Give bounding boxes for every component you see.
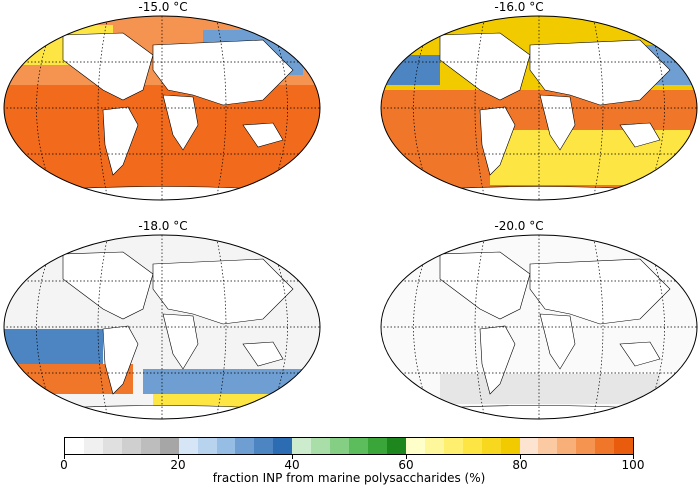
colorbar-swatch: [405, 438, 425, 454]
map-panel-4: [380, 234, 698, 420]
colorbar-swatch: [519, 438, 539, 454]
colorbar-swatch: [576, 438, 596, 454]
colorbar-swatch: [311, 438, 331, 454]
colorbar-tick-80: [520, 455, 521, 459]
colorbar-swatch: [538, 438, 558, 454]
colorbar: [64, 437, 634, 455]
colorbar-tick-label-100: 100: [621, 458, 645, 472]
colorbar-swatch: [330, 438, 350, 454]
colorbar-tick-20: [178, 455, 179, 459]
colorbar-swatch: [595, 438, 615, 454]
colorbar-swatch: [557, 438, 577, 454]
map-panel-3: [3, 234, 321, 420]
colorbar-tick-label-0: 0: [60, 458, 68, 472]
colorbar-swatch: [349, 438, 368, 454]
colorbar-swatch: [178, 438, 198, 454]
colorbar-swatch: [614, 438, 634, 454]
colorbar-swatch: [273, 438, 293, 454]
colorbar-swatch: [386, 438, 406, 454]
panel-title-2: -16.0 °C: [494, 0, 544, 14]
colorbar-swatch: [235, 438, 255, 454]
colorbar-swatch: [65, 438, 84, 454]
colorbar-swatch: [121, 438, 141, 454]
colorbar-swatch: [424, 438, 444, 454]
colorbar-swatch: [140, 438, 160, 454]
colorbar-tick-60: [406, 455, 407, 459]
colorbar-tick-40: [292, 455, 293, 459]
colorbar-swatch: [83, 438, 103, 454]
colorbar-swatch: [500, 438, 520, 454]
panel-title-1: -15.0 °C: [138, 0, 188, 14]
map-panel-1: [3, 15, 321, 201]
colorbar-swatch: [462, 438, 482, 454]
colorbar-tick-100: [633, 455, 634, 459]
colorbar-swatch: [368, 438, 387, 454]
colorbar-tick-label-80: 80: [512, 458, 528, 472]
colorbar-swatch: [443, 438, 463, 454]
colorbar-swatch: [197, 438, 217, 454]
colorbar-swatch: [254, 438, 274, 454]
colorbar-tick-label-20: 20: [170, 458, 186, 472]
colorbar-swatch: [216, 438, 236, 454]
colorbar-tick-label-40: 40: [284, 458, 300, 472]
colorbar-swatch: [292, 438, 312, 454]
panel-title-4: -20.0 °C: [494, 219, 544, 233]
colorbar-swatch: [159, 438, 179, 454]
panel-title-3: -18.0 °C: [138, 219, 188, 233]
colorbar-tick-0: [64, 455, 65, 459]
colorbar-label: fraction INP from marine polysaccharides…: [212, 471, 486, 485]
colorbar-tick-label-60: 60: [398, 458, 414, 472]
map-panel-2: [380, 15, 698, 201]
colorbar-swatch: [102, 438, 122, 454]
colorbar-swatch: [481, 438, 501, 454]
